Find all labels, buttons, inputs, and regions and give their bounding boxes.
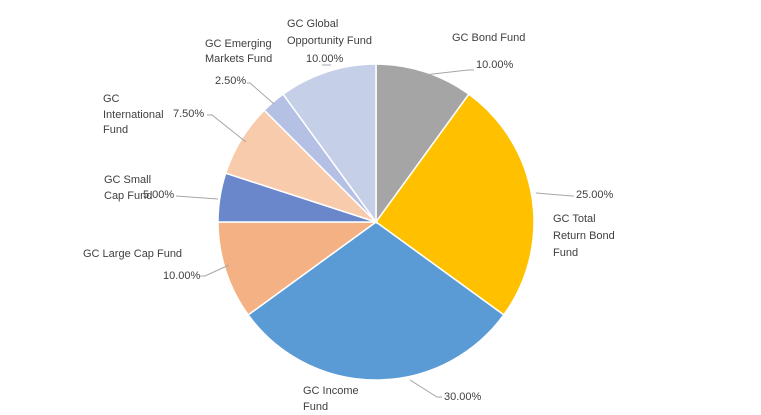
slice-name-label: GC Income Fund	[303, 385, 359, 413]
slice-value-label: 30.00%	[444, 391, 482, 403]
slice-name-label: GC Total Return Bond Fund	[553, 213, 615, 259]
slice-value-label: 2.50%	[215, 75, 246, 87]
leader-lines	[175, 64, 574, 398]
slice-value-label: 7.50%	[173, 108, 204, 120]
slice-name-label: GC Emerging Markets Fund	[205, 38, 272, 65]
slice-name-label: GC Large Cap Fund	[83, 248, 182, 260]
pie-slices	[217, 63, 535, 381]
leader-line	[247, 82, 275, 105]
slice-name-label: GC Small Cap Fund	[104, 174, 152, 202]
leader-line	[423, 69, 474, 76]
slice-value-label: 10.00%	[476, 59, 514, 71]
slice-value-label: 10.00%	[163, 270, 201, 282]
leader-line	[409, 379, 442, 398]
pie-slice-gc-global-opportunity-fund	[282, 63, 377, 225]
pie-slice-gc-total-return-bond-fund	[374, 93, 535, 316]
slice-value-label: 5.00%	[143, 189, 174, 201]
slice-name-label: GC International Fund	[103, 93, 164, 136]
slice-name-label: GC Bond Fund	[452, 32, 525, 44]
data-labels: GC Bond Fund 10.00% GC Total Return Bond Fun…	[83, 18, 615, 413]
pie-slice-gc-large-cap-fund	[217, 221, 379, 316]
pie-slice-gc-income-fund	[247, 221, 505, 381]
slice-value-label: 10.00%	[306, 53, 344, 65]
leader-line	[200, 264, 230, 277]
pie-slice-gc-bond-fund	[375, 63, 470, 225]
leader-line	[175, 195, 219, 200]
slice-value-label: 25.00%	[576, 189, 614, 201]
leader-line	[535, 192, 574, 197]
slice-name-label: GC Global Opportunity Fund	[287, 18, 372, 47]
leader-line	[207, 114, 247, 143]
